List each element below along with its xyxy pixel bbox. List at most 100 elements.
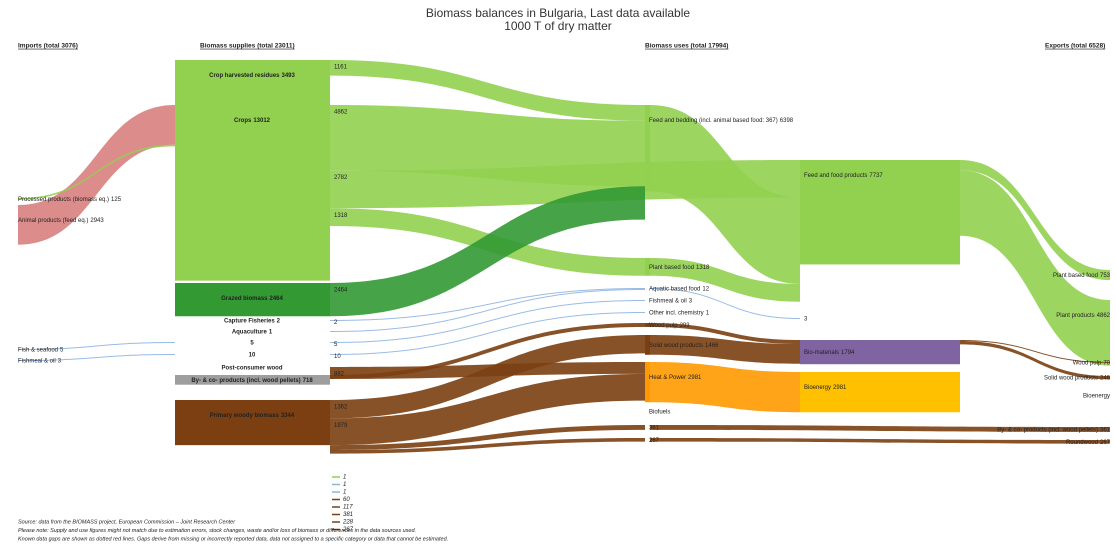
node-value: 246 [1100, 375, 1111, 381]
small-flow-value: 117 [343, 505, 353, 511]
column-header: Biomass uses (total 17994) [645, 43, 728, 50]
node-label: Aquatic based food 12 [649, 286, 710, 292]
flow [330, 425, 645, 450]
node-value: 1 [706, 310, 710, 316]
node-name: Aquaculture [232, 329, 268, 335]
flow-label: 10 [334, 354, 341, 360]
node-value: 5 [250, 340, 254, 346]
node-label: Bio-materials 1794 [804, 350, 855, 356]
links [18, 60, 1110, 454]
node-label: Fishmeal & oil 3 [649, 298, 693, 304]
node-label: Fish & seafood 5 [18, 347, 64, 353]
node [800, 160, 960, 265]
flow-label: 1161 [334, 65, 348, 71]
small-flow-value: 1 [343, 475, 346, 481]
node-name: Processed products (biomass eq.) [18, 196, 109, 202]
node-name: Bioenergy [1083, 393, 1110, 399]
flow-label: 4862 [334, 110, 348, 116]
node-label: Other incl. chemistry 1 [649, 310, 710, 316]
node [175, 400, 330, 446]
node-name: Feed and bedding (incl. animal based foo… [649, 118, 778, 124]
node-label: Crop harvested residues 3493 [209, 73, 295, 79]
node-label: 5 [250, 340, 254, 346]
flow [330, 312, 645, 355]
node-name: By- & co- products (incl. wood pellets) [997, 427, 1098, 433]
node-value: 2981 [688, 375, 702, 381]
node-value: 3493 [282, 73, 296, 79]
flow [960, 170, 1110, 366]
node-value: 1794 [841, 350, 855, 356]
node-name: Heat & Power [649, 375, 686, 381]
flow [330, 186, 645, 317]
small-flow-value: 60 [343, 497, 350, 503]
flow-label: 2464 [334, 288, 348, 294]
node-label: Post-consumer wood [221, 365, 282, 371]
node-label: Animal products (feed eq.) 2943 [18, 218, 104, 224]
node-name: Aquatic based food [649, 286, 700, 292]
node-name: Crop harvested residues [209, 73, 280, 79]
node-label: 3 [804, 316, 808, 322]
flow [18, 354, 175, 361]
node-label: Bioenergy 2981 [804, 385, 847, 391]
node-value: 7737 [869, 173, 883, 179]
node-value: 267 [1100, 439, 1111, 445]
node-label: 267 [649, 437, 660, 443]
node-name: Primary woody biomass [210, 413, 280, 419]
node-label: Primary woody biomass 3344 [210, 413, 295, 419]
note: Please note: Supply and use figures migh… [18, 528, 416, 534]
column-header: Imports (total 3076) [18, 43, 78, 50]
flow [960, 340, 1110, 363]
flow-label: 882 [334, 372, 345, 378]
note: Source: data from the BIOMASS project, E… [18, 519, 236, 525]
node-name: Solid wood products [1044, 375, 1098, 381]
flow [330, 335, 645, 419]
flow [18, 144, 175, 200]
node-value: 70 [1103, 360, 1110, 366]
node-label: Roundwood 267 [1066, 439, 1111, 445]
node-label: Capture Fisheries 2 [224, 318, 281, 324]
small-flow-value: 228 [342, 520, 354, 526]
node-value: 2464 [270, 296, 284, 302]
node [800, 340, 960, 365]
node-label: 361 [649, 425, 660, 431]
node-label: Feed and bedding (incl. animal based foo… [649, 118, 794, 124]
flow-label: 2782 [334, 175, 348, 181]
node [175, 60, 330, 108]
node [175, 283, 330, 317]
node [800, 372, 960, 413]
flow [18, 342, 175, 350]
node-value: 12 [702, 286, 709, 292]
nodes: 1161 4862 2782 1318 2464 2 5 10 882 1362 1979 Impor… [18, 43, 1111, 446]
node-label: Plant based food 753 [1053, 273, 1111, 279]
node-value: 3344 [281, 413, 295, 419]
node-name: Capture Fisheries [224, 318, 275, 324]
node-value: 13012 [253, 118, 270, 124]
flow [650, 323, 800, 344]
node-label: Crops 13012 [234, 118, 271, 124]
node-label: Plant based food 1318 [649, 264, 710, 270]
node-label: Feed and food products 7737 [804, 173, 883, 179]
node-value: 3 [689, 298, 693, 304]
chart-title: Biomass balances in Bulgaria, Last data … [426, 6, 690, 20]
node-value: 1 [269, 329, 273, 335]
node-name: Wood pulp [649, 323, 678, 329]
node-name: Wood pulp [1073, 360, 1102, 366]
node-label: Wood pulp 70 [1073, 360, 1111, 366]
chart-subtitle: 1000 T of dry matter [504, 19, 612, 33]
note: Known data gaps are shown as dotted red … [18, 536, 448, 542]
node-value: 5 [60, 347, 64, 353]
flow-label: 2 [334, 320, 338, 326]
node-name: Animal products (feed eq.) [18, 218, 88, 224]
node-name: Fishmeal & oil [649, 298, 687, 304]
node-label: Processed products (biomass eq.) 125 [18, 196, 122, 202]
node-label: By- & co- products (incl. wood pellets) 3… [997, 427, 1110, 433]
flow [960, 160, 1110, 281]
node-value: 2 [277, 318, 281, 324]
node-value: 1466 [705, 342, 719, 348]
node-label: Heat & Power 2981 [649, 375, 702, 381]
node-value: 361 [1100, 427, 1111, 433]
flow-label: 1979 [334, 423, 348, 429]
node-name: Roundwood [1066, 439, 1098, 445]
node [175, 375, 330, 385]
flow [330, 288, 645, 321]
